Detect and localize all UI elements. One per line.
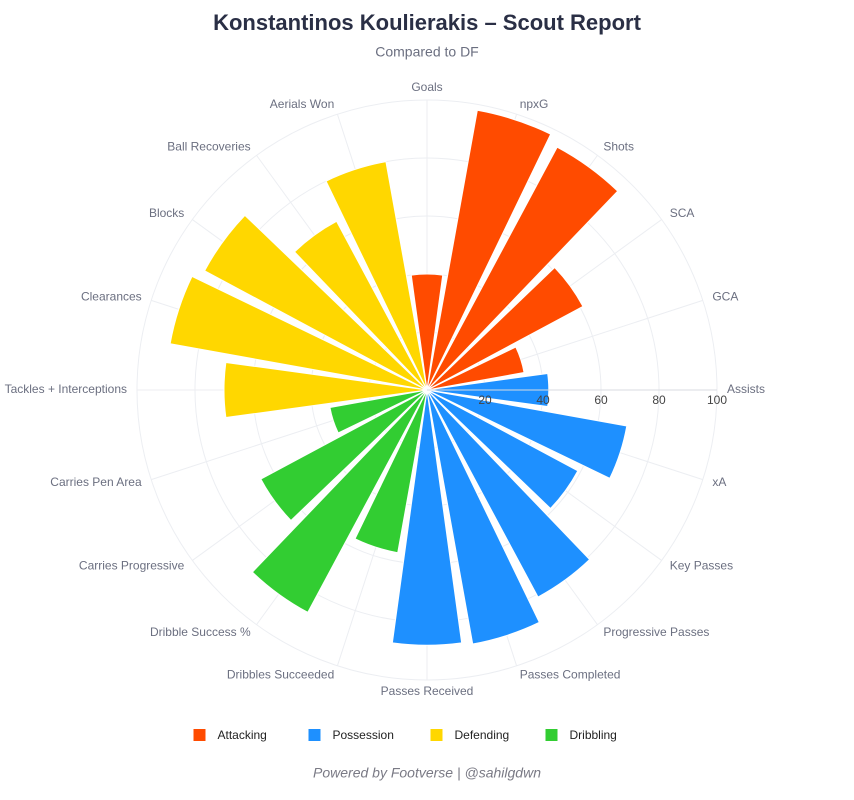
bar <box>410 273 444 391</box>
category-label: Passes Received <box>381 684 474 698</box>
chart-subtitle: Compared to DF <box>375 44 478 60</box>
bars <box>169 109 628 646</box>
category-label: Tackles + Interceptions <box>5 382 127 396</box>
bar <box>251 389 428 614</box>
bar <box>260 389 428 522</box>
r-tick-label: 20 <box>478 393 492 407</box>
r-tick-label: 80 <box>652 393 666 407</box>
category-label: SCA <box>670 206 695 220</box>
bar <box>203 214 428 391</box>
category-label: Blocks <box>149 206 184 220</box>
category-label: npxG <box>520 97 549 111</box>
r-tick-label: 40 <box>536 393 550 407</box>
bar <box>426 389 628 480</box>
category-label: xA <box>712 475 726 489</box>
legend-label: Attacking <box>218 728 267 742</box>
labels: 20 40 60 80 100 Goals npxG Shots SCA GCA Assists xA… <box>5 80 765 742</box>
bar <box>325 161 428 391</box>
category-label: Ball Recoveries <box>167 139 250 153</box>
chart-title: Konstantinos Koulierakis – Scout Report <box>213 10 642 35</box>
category-label: Progressive Passes <box>603 625 709 639</box>
footer: Powered by Footverse | @sahilgdwn <box>313 765 541 781</box>
legend-swatch <box>193 729 206 741</box>
bar <box>426 389 579 510</box>
legend-swatch <box>430 729 443 741</box>
legend-label: Possession <box>333 728 394 742</box>
r-tick-label: 60 <box>594 393 608 407</box>
bar <box>426 266 584 391</box>
category-label: Carries Progressive <box>79 559 185 573</box>
category-label: Assists <box>727 382 765 396</box>
category-label: Dribbles Succeeded <box>227 667 334 681</box>
bar <box>391 389 463 646</box>
bar <box>329 389 428 434</box>
category-label: Passes Completed <box>520 667 621 681</box>
category-label: Carries Pen Area <box>50 475 142 489</box>
bar <box>293 220 428 391</box>
bar <box>223 361 428 419</box>
bar <box>426 346 525 391</box>
category-label: Dribble Success % <box>150 625 251 639</box>
category-label: Key Passes <box>670 559 733 573</box>
bar <box>426 109 552 391</box>
category-label: Aerials Won <box>270 97 334 111</box>
bar <box>426 146 619 391</box>
legend-swatch <box>545 729 558 741</box>
bar <box>354 389 428 554</box>
r-tick-label: 100 <box>707 393 727 407</box>
bar <box>169 275 428 391</box>
category-label: Goals <box>411 80 442 94</box>
bar <box>426 389 541 645</box>
legend-label: Dribbling <box>570 728 617 742</box>
category-label: Clearances <box>81 289 142 303</box>
bar <box>426 389 591 598</box>
category-label: GCA <box>712 289 738 303</box>
legend-swatch <box>308 729 321 741</box>
category-label: Shots <box>603 139 634 153</box>
legend-label: Defending <box>455 728 510 742</box>
